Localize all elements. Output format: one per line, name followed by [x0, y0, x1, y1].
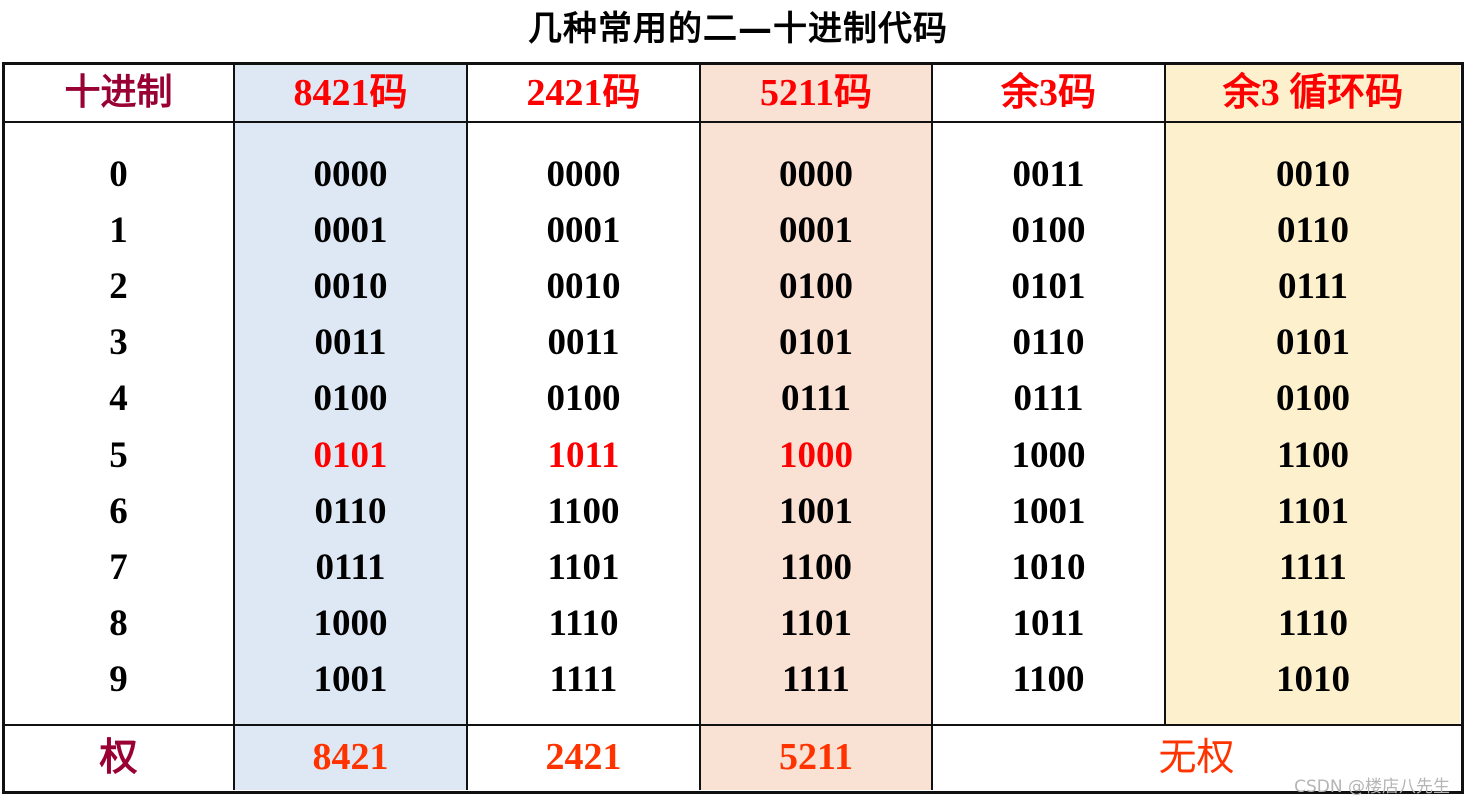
code-value-cell: 0011 [547, 322, 620, 364]
decimal-digit-cell: 9 [109, 658, 128, 700]
footer-divider [2, 724, 1464, 726]
column-divider [931, 64, 933, 790]
code-value-cell: 0011 [314, 322, 387, 364]
weight-5211: 5211 [779, 736, 853, 778]
code-value-cell: 1100 [1012, 658, 1085, 700]
code-value-cell: 0010 [313, 266, 388, 308]
column-divider [699, 64, 701, 790]
code-value-cell: 1111 [549, 658, 618, 700]
code-value-cell: 1011 [1012, 602, 1085, 644]
header-8421: 8421码 [293, 72, 408, 114]
header-5211: 5211码 [760, 72, 872, 114]
decimal-digit-cell: 1 [109, 210, 128, 252]
code-value-cell: 0000 [546, 154, 621, 195]
decimal-digit-cell: 6 [109, 490, 128, 532]
weight-label: 权 [99, 735, 138, 779]
code-value-cell: 1100 [780, 546, 852, 588]
decimal-digit-cell: 0 [109, 154, 128, 195]
code-value-cell: 1111 [1279, 546, 1347, 588]
code-value-cell: 0100 [546, 378, 621, 420]
header-excess3: 余3码 [1000, 72, 1096, 114]
weight-8421: 8421 [312, 736, 389, 778]
table-border [2, 62, 1464, 794]
watermark: CSDN @楼店八先生 [1294, 777, 1450, 797]
code-value-cell: 0100 [313, 378, 388, 420]
unweighted-label: 无权 [1158, 735, 1235, 779]
code-value-cell: 0001 [313, 210, 388, 252]
decimal-digit-cell: 7 [109, 546, 128, 588]
decimal-digit-cell: 3 [109, 322, 128, 364]
code-value-cell: 0100 [1276, 378, 1350, 420]
code-value-cell: 1000 [779, 434, 853, 476]
code-value-cell: 0101 [313, 434, 388, 476]
code-value-cell: 1101 [780, 602, 852, 644]
header-decimal: 十进制 [64, 72, 173, 113]
code-value-cell: 0011 [1012, 154, 1085, 195]
code-value-cell: 0001 [546, 210, 621, 252]
code-value-cell: 0101 [1011, 266, 1086, 308]
header-2421: 2421码 [526, 72, 641, 114]
decimal-digit-cell: 2 [109, 266, 128, 308]
code-value-cell: 0010 [546, 266, 621, 308]
code-value-cell: 1111 [782, 658, 850, 700]
code-value-cell: 1101 [1277, 490, 1349, 532]
code-value-cell: 1110 [548, 602, 619, 644]
code-value-cell: 0101 [1276, 322, 1350, 364]
code-value-cell: 0100 [779, 266, 853, 308]
decimal-digit-cell: 5 [109, 434, 128, 476]
code-value-cell: 0101 [779, 322, 853, 364]
code-value-cell: 1000 [313, 602, 388, 644]
header-excess3-gray: 余3 循环码 [1222, 72, 1404, 114]
code-value-cell: 1101 [547, 546, 620, 588]
code-value-cell: 1000 [1011, 434, 1086, 476]
code-value-cell: 0010 [1276, 154, 1350, 195]
column-divider [1164, 64, 1166, 726]
column-8421-background [234, 64, 466, 790]
code-value-cell: 1011 [547, 434, 620, 476]
code-value-cell: 0111 [315, 546, 386, 588]
code-value-cell: 1010 [1276, 658, 1350, 700]
decimal-digit-cell: 4 [109, 378, 128, 420]
code-value-cell: 0110 [1277, 210, 1349, 252]
header-divider [2, 121, 1464, 123]
column-5211-background [700, 64, 932, 790]
code-value-cell: 0111 [1278, 266, 1348, 308]
code-value-cell: 0110 [314, 490, 387, 532]
column-divider [466, 64, 468, 790]
code-value-cell: 0000 [313, 154, 388, 195]
code-value-cell: 0100 [1011, 210, 1086, 252]
code-value-cell: 1100 [1277, 434, 1349, 476]
code-value-cell: 0110 [1012, 322, 1085, 364]
column-divider [233, 64, 235, 790]
code-value-cell: 1001 [1011, 490, 1086, 532]
code-value-cell: 0111 [781, 378, 851, 420]
code-value-cell: 0001 [779, 210, 853, 252]
code-value-cell: 1001 [313, 658, 388, 700]
code-value-cell: 1001 [779, 490, 853, 532]
decimal-digit-cell: 8 [109, 602, 128, 644]
code-value-cell: 1110 [1278, 602, 1348, 644]
code-value-cell: 0111 [1013, 378, 1084, 420]
code-value-cell: 0000 [779, 154, 853, 195]
code-value-cell: 1100 [547, 490, 620, 532]
weight-2421: 2421 [545, 736, 622, 778]
figure-title: 几种常用的二—十进制代码 [528, 9, 948, 49]
column-gray-code-background [1166, 64, 1460, 726]
code-value-cell: 1010 [1011, 546, 1086, 588]
